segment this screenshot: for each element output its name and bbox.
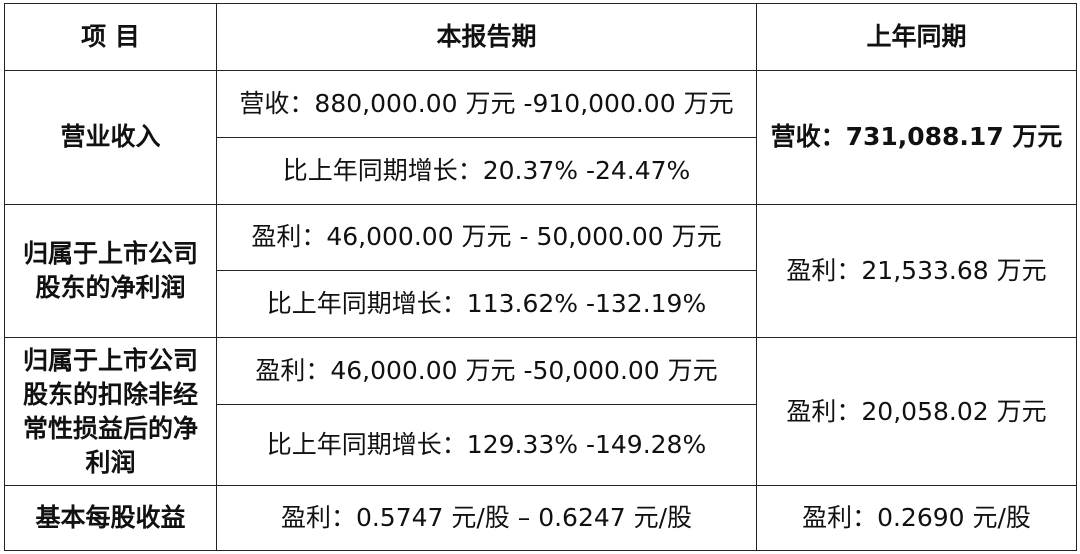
deducted-net-profit-current-range: 盈利：46,000.00 万元 -50,000.00 万元 (216, 337, 757, 406)
table-row: 比上年同期增长：129.33% -149.28% (5, 404, 1077, 487)
deducted-net-profit-growth: 比上年同期增长：129.33% -149.28% (216, 404, 757, 487)
eps-current-range: 盈利：0.5747 元/股 – 0.6247 元/股 (216, 485, 757, 551)
table-row: 基本每股收益 盈利：0.5747 元/股 – 0.6247 元/股 盈利：0.2… (4, 485, 1077, 551)
row-label-deducted-net-profit: 归属于上市公司股东的扣除非经常性损益后的净利润 (4, 337, 217, 487)
table-row: 营业收入 营收：880,000.00 万元 -910,000.00 万元 营收：… (4, 69, 1077, 205)
row-label-revenue: 营业收入 (4, 69, 217, 205)
table-row: 比上年同期增长：113.62% -132.19% (5, 270, 1077, 339)
header-current-period: 本报告期 (216, 3, 757, 71)
net-profit-current-range: 盈利：46,000.00 万元 - 50,000.00 万元 (216, 203, 757, 272)
revenue-current-range: 营收：880,000.00 万元 -910,000.00 万元 (216, 69, 757, 138)
revenue-growth: 比上年同期增长：20.37% -24.47% (216, 136, 757, 205)
header-item: 项 目 (4, 3, 217, 71)
net-profit-growth: 比上年同期增长：113.62% -132.19% (216, 270, 757, 339)
table-header-row: 项 目 本报告期 上年同期 (4, 3, 1077, 71)
header-prior-period: 上年同期 (756, 3, 1077, 71)
revenue-prior: 营收：731,088.17 万元 (756, 69, 1077, 205)
net-profit-prior: 盈利：21,533.68 万元 (756, 203, 1077, 339)
forecast-table: 项 目 本报告期 上年同期 营业收入 营收：880,000.00 万元 -910… (4, 3, 1077, 551)
deducted-net-profit-prior: 盈利：20,058.02 万元 (756, 337, 1077, 487)
eps-prior: 盈利：0.2690 元/股 (756, 485, 1077, 551)
table-row: 归属于上市公司股东的净利润 盈利：46,000.00 万元 - 50,000.0… (4, 203, 1077, 339)
row-label-net-profit: 归属于上市公司股东的净利润 (4, 203, 217, 339)
table-row: 归属于上市公司股东的扣除非经常性损益后的净利润 盈利：46,000.00 万元 … (4, 337, 1077, 487)
table-row: 比上年同期增长：20.37% -24.47% (5, 136, 1077, 205)
row-label-eps: 基本每股收益 (4, 485, 217, 551)
